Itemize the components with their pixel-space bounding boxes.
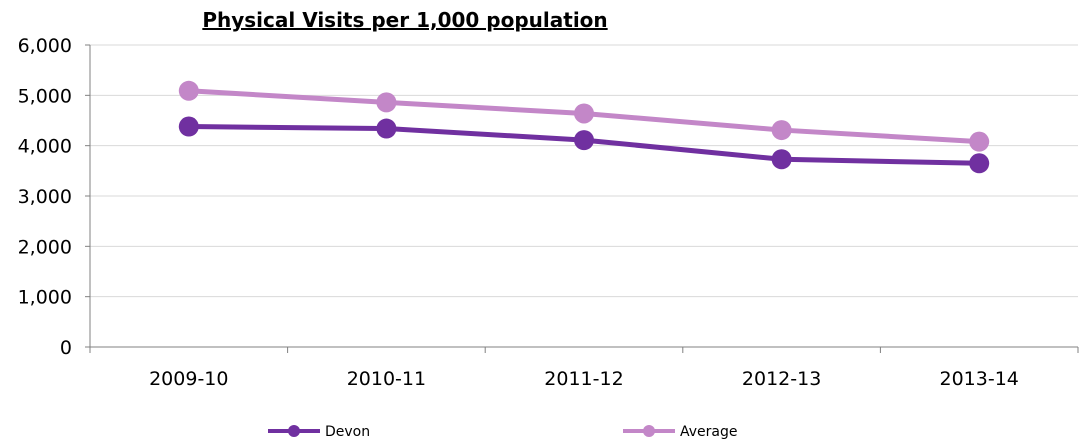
legend-swatch-marker <box>288 425 300 437</box>
legend-label: Average <box>680 424 738 440</box>
y-tick-labels: 0 1,000 2,000 3,000 4,000 5,000 6,000 <box>18 35 72 359</box>
y-tick-label: 0 <box>60 337 72 359</box>
data-point-devon <box>969 153 990 174</box>
x-tick-label: 2012-13 <box>742 368 821 390</box>
data-point-average <box>969 131 990 152</box>
data-point-average <box>376 92 397 113</box>
chart-title: Physical Visits per 1,000 population <box>202 8 607 32</box>
legend-label: Devon <box>325 424 370 440</box>
y-tick-label: 2,000 <box>18 236 72 258</box>
gridlines <box>90 44 1078 298</box>
data-point-average <box>178 80 199 101</box>
data-point-devon <box>178 116 199 137</box>
x-tick-label: 2011-12 <box>544 368 623 390</box>
data-point-devon <box>771 149 792 170</box>
x-tick-labels: 2009-10 2010-11 2011-12 2012-13 2013-14 <box>149 368 1019 390</box>
data-point-devon <box>376 118 397 139</box>
y-tick-label: 3,000 <box>18 186 72 208</box>
legend: Devon Average <box>268 424 738 440</box>
y-tick-label: 4,000 <box>18 136 72 158</box>
x-tick-label: 2010-11 <box>347 368 426 390</box>
y-tick-label: 6,000 <box>18 35 72 57</box>
data-point-devon <box>574 130 594 151</box>
y-tick-label: 5,000 <box>18 85 72 107</box>
y-tick-label: 1,000 <box>18 287 72 309</box>
data-point-average <box>574 103 594 124</box>
x-tick-label: 2013-14 <box>940 368 1019 390</box>
data-point-average <box>771 120 792 141</box>
legend-swatch-marker <box>643 425 655 437</box>
axes <box>85 44 1079 353</box>
series <box>178 80 990 174</box>
x-tick-label: 2009-10 <box>149 368 228 390</box>
